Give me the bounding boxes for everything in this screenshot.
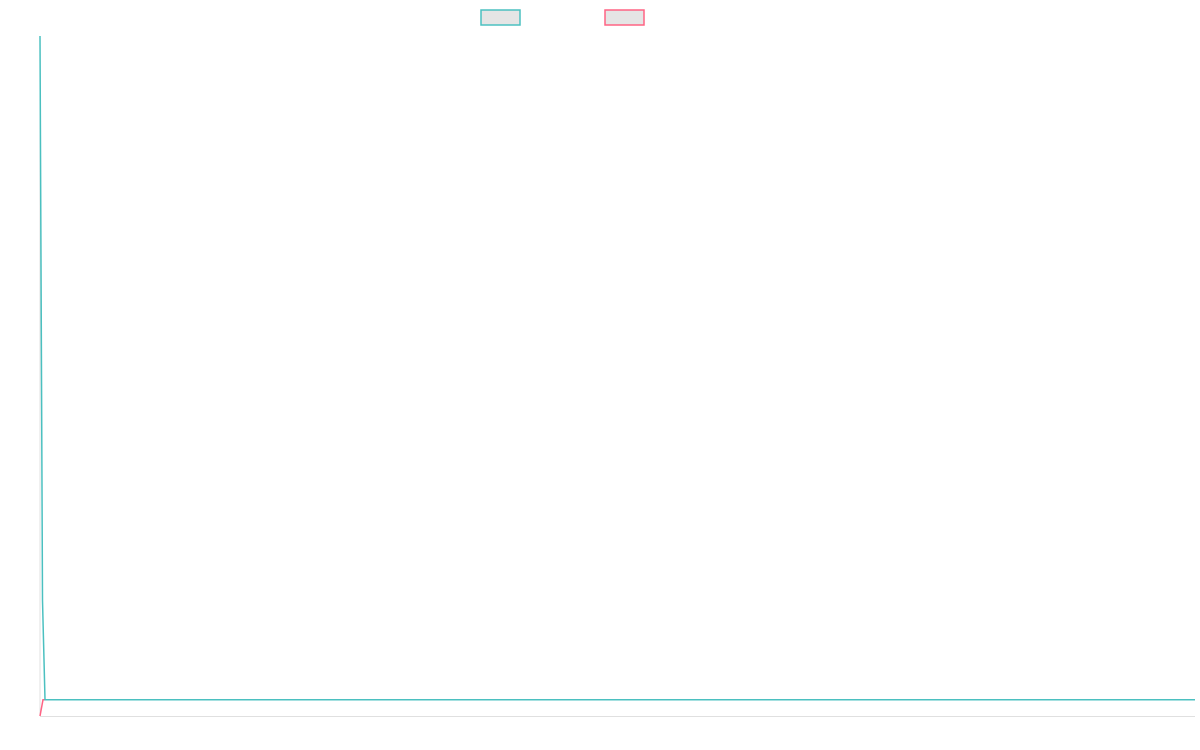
series-line-2 bbox=[39, 698, 1195, 717]
legend-swatch-2[interactable] bbox=[604, 9, 645, 26]
series-line-1 bbox=[39, 35, 1195, 701]
legend[interactable] bbox=[480, 9, 645, 26]
series-lines bbox=[39, 35, 1195, 717]
legend-swatch-1[interactable] bbox=[480, 9, 521, 26]
axes bbox=[39, 36, 1195, 717]
